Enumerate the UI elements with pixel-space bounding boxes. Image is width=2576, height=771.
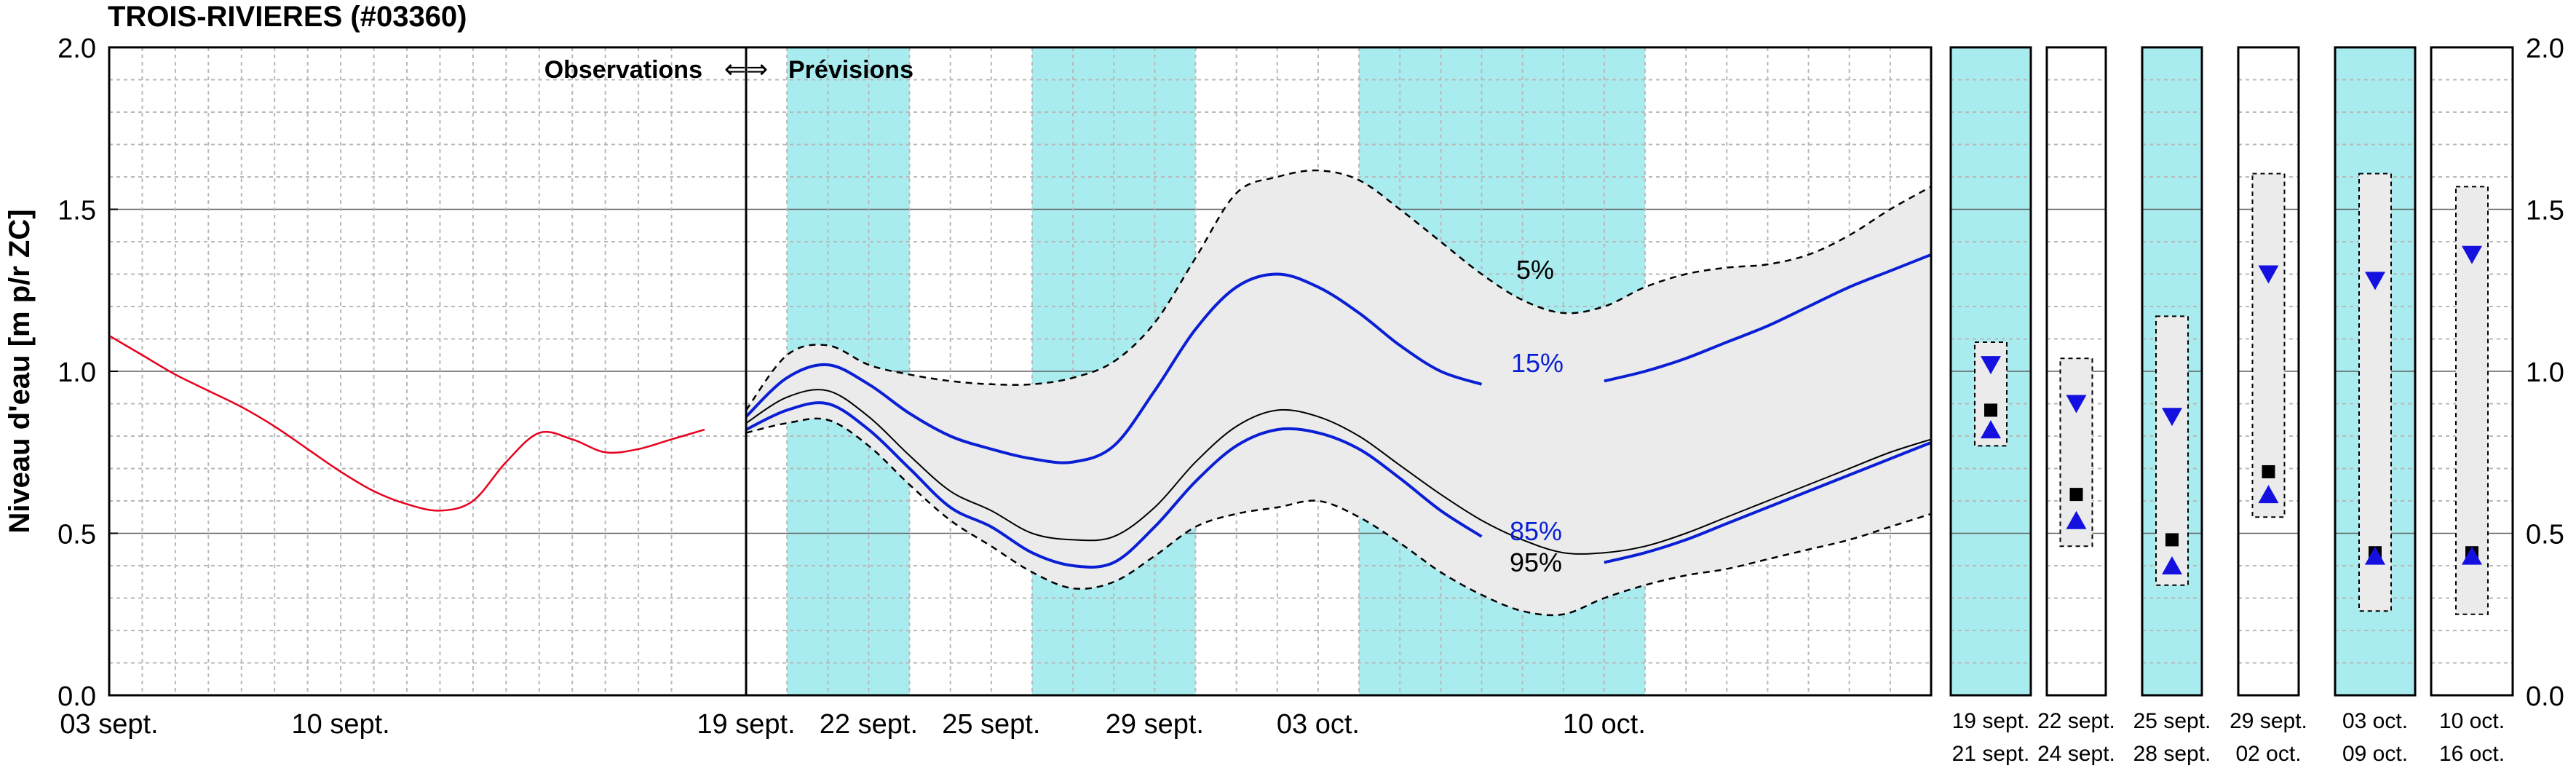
y-tick-label: 1.5 [58,196,96,226]
summary-min-marker [2162,556,2182,574]
summary-min-marker [2066,510,2087,529]
y-tick-label: 0.0 [58,681,96,712]
label-p15: 15% [1511,348,1564,378]
y-axis-label: Niveau d'eau [m p/r ZC] [4,209,36,533]
series-85pct-a [745,401,1483,569]
right-y-tick-label: 1.5 [2526,196,2564,226]
summary-median-marker [2262,464,2275,478]
panel-frame [2334,46,2417,697]
x-tick-label: 29 sept. [1106,709,1204,740]
x-tick-label: 22 sept. [820,709,918,740]
summary-label-bottom: 21 sept. [1952,742,2030,766]
summary-max-marker [2066,395,2087,414]
series-median [745,389,1932,555]
y-tick-label: 1.0 [58,357,96,388]
summary-median-marker [1984,403,1997,417]
summary-max-marker [2365,272,2385,290]
label-p85: 85% [1510,516,1562,546]
summary-label-top: 03 oct. [2342,709,2408,733]
summary-range-box [2358,173,2392,612]
panel-frame [745,46,1933,697]
summary-label-top: 19 sept. [1952,709,2030,733]
series-lines [108,169,1932,617]
right-y-tick-label: 0.5 [2526,520,2564,550]
chart-text: TROIS-RIVIERES (#03360) Niveau d'eau [m … [4,1,1564,577]
observed-line [108,334,705,512]
panel-frame [2430,46,2514,697]
summary-median-marker [2069,488,2083,502]
series-5pct [745,169,1932,411]
series-15pct-a [745,272,1483,464]
summary-label-bottom: 16 oct. [2439,742,2505,766]
panel-frame [2237,46,2300,697]
panel-frame [2045,46,2107,697]
x-tick-label: 25 sept. [942,709,1040,740]
forecast-envelope [746,170,1931,615]
x-tick-label: 03 sept. [60,709,158,740]
summary-label-bottom: 09 oct. [2342,742,2408,766]
summary-label-top: 10 oct. [2439,709,2505,733]
summary-max-marker [2258,265,2279,284]
annotation-observations: Observations [544,56,702,84]
summary-median-marker [2165,533,2179,547]
x-tick-label: 19 sept. [697,709,795,740]
panel-frames [108,46,2514,697]
chart-title: TROIS-RIVIERES (#03360) [108,1,467,33]
y-tick-label: 2.0 [58,33,96,64]
envelope-fill [746,170,1931,615]
summary-label-top: 22 sept. [2037,709,2115,733]
summary-max-marker [2162,408,2182,427]
tick-labels: 0.0 0.5 1.0 1.5 2.0 0.0 0.5 1.0 1.5 2.0 03 sept. 10… [58,33,2564,766]
summary-min-marker [2365,546,2385,565]
series-85pct-b [1604,441,1932,564]
weekly-summaries [1974,173,2489,615]
summary-label-bottom: 28 sept. [2133,742,2211,766]
summary-max-marker [2462,245,2482,264]
label-p5: 5% [1516,255,1554,285]
summary-label-bottom: 24 sept. [2037,742,2115,766]
annotation-arrow: ⇐⇒ [724,55,768,84]
summary-min-marker [2462,546,2482,565]
right-y-tick-label: 0.0 [2526,681,2564,712]
summary-max-marker [1981,356,2001,375]
x-tick-label: 10 oct. [1563,709,1646,740]
summary-min-marker [2258,485,2279,504]
series-15pct-b [1604,253,1932,383]
panel-frame [2141,46,2203,697]
summary-label-top: 25 sept. [2133,709,2211,733]
summary-label-bottom: 02 oct. [2235,742,2301,766]
x-tick-label: 03 oct. [1277,709,1360,740]
y-tick-label: 0.5 [58,520,96,550]
annotation-previsions: Prévisions [788,56,914,84]
label-p95: 95% [1510,547,1562,577]
right-y-tick-label: 2.0 [2526,33,2564,64]
summary-min-marker [1981,420,2001,439]
series-95pct [745,417,1932,617]
summary-range-box [2251,173,2286,518]
summary-range-box [2455,186,2489,615]
summary-label-top: 29 sept. [2230,709,2307,733]
right-y-tick-label: 1.0 [2526,357,2564,388]
panel-frame [1949,46,2032,697]
x-tick-label: 10 sept. [292,709,390,740]
